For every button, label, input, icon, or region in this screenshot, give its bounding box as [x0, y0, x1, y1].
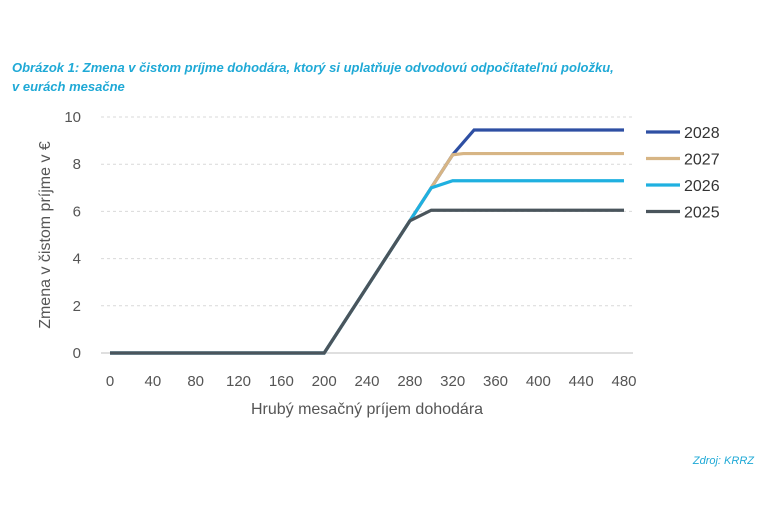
x-tick-label: 0: [106, 373, 114, 390]
y-axis-label: Zmena v čistom príjme v €: [37, 141, 54, 329]
x-tick-label: 400: [526, 373, 551, 390]
legend-label-2026: 2026: [684, 178, 720, 195]
y-axis-ticks: 0 2 4 6 8 10: [64, 109, 81, 362]
x-tick-label: 160: [269, 373, 294, 390]
y-tick-label: 4: [73, 251, 81, 268]
y-tick-label: 6: [73, 203, 81, 220]
figure-caption: Obrázok 1: Zmena v čistom príjme dohodár…: [12, 58, 752, 96]
x-axis-label: Hrubý mesačný príjem dohodára: [251, 401, 483, 418]
caption-line-1: Obrázok 1: Zmena v čistom príjme dohodár…: [12, 60, 614, 75]
y-tick-label: 10: [64, 109, 81, 126]
x-tick-label: 480: [611, 373, 636, 390]
y-tick-label: 0: [73, 345, 81, 362]
x-tick-label: 440: [569, 373, 594, 390]
series-line-2026: [110, 179, 624, 355]
x-tick-label: 200: [312, 373, 337, 390]
x-tick-label: 240: [354, 373, 379, 390]
legend-label-2027: 2027: [684, 152, 720, 169]
series-line-2028: [110, 128, 624, 355]
caption-line-2: v eurách mesačne: [12, 79, 125, 94]
x-tick-label: 360: [483, 373, 508, 390]
x-tick-label: 80: [187, 373, 204, 390]
legend-label-2028: 2028: [684, 125, 720, 142]
chart-legend: 2028 2027 2026 2025: [646, 125, 720, 222]
x-tick-label: 280: [397, 373, 422, 390]
x-tick-label: 320: [440, 373, 465, 390]
x-axis-ticks: 0 40 80 120 160 200 240 280 320 360 400 440 480: [106, 373, 637, 390]
y-tick-label: 2: [73, 298, 81, 315]
chart-series: [110, 128, 624, 355]
y-tick-label: 8: [73, 156, 81, 173]
x-tick-label: 40: [144, 373, 161, 390]
legend-label-2025: 2025: [684, 205, 720, 222]
series-line-2025: [110, 208, 624, 355]
x-tick-label: 120: [226, 373, 251, 390]
source-note: Zdroj: KRRZ: [692, 455, 754, 467]
series-line-2027: [110, 151, 624, 355]
